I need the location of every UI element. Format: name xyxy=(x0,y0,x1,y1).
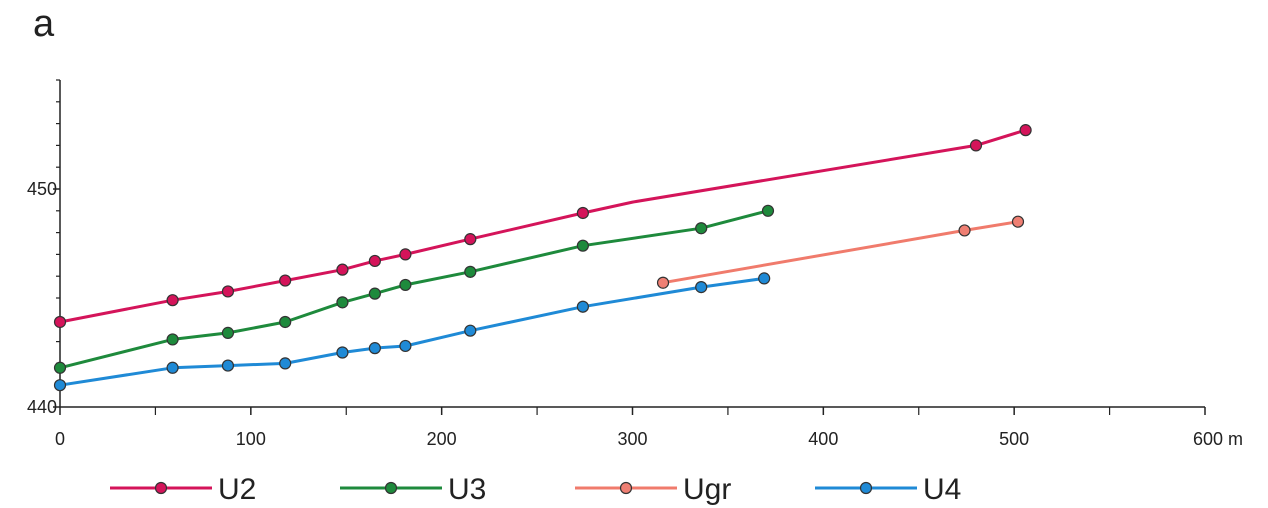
data-point-u2 xyxy=(464,233,477,246)
data-point-u3 xyxy=(761,204,775,217)
data-point-u4 xyxy=(758,272,771,285)
data-point-u4 xyxy=(368,342,381,355)
data-point-ugr xyxy=(656,276,670,289)
y-tick-label: 450 xyxy=(27,179,57,199)
data-point-u4 xyxy=(336,346,349,359)
x-tick-label: 100 xyxy=(236,429,266,449)
x-tick-label: 300 xyxy=(617,429,647,449)
x-tick-label: 0 xyxy=(55,429,65,449)
data-point-u3 xyxy=(695,222,708,235)
legend-marker-u3 xyxy=(384,481,398,495)
series-line-u2 xyxy=(59,128,1027,324)
data-point-u3 xyxy=(576,239,589,252)
data-point-u3 xyxy=(368,287,381,300)
legend: U2 U3 Ugr U4 xyxy=(110,473,961,506)
panel-label: a xyxy=(33,3,55,45)
x-tick-label: 400 xyxy=(808,429,838,449)
data-point-u3 xyxy=(221,326,235,339)
legend-label-u2: U2 xyxy=(218,473,256,506)
data-point-u2 xyxy=(368,254,381,268)
legend-marker-ugr xyxy=(619,481,633,495)
data-point-u3 xyxy=(279,315,292,329)
data-point-u2 xyxy=(279,274,292,287)
data-point-u3 xyxy=(336,296,349,309)
data-point-u4 xyxy=(53,379,67,392)
series-points xyxy=(53,124,1032,392)
data-point-u2 xyxy=(336,263,349,276)
data-point-u4 xyxy=(166,361,179,374)
data-point-u2 xyxy=(399,248,412,261)
data-point-u2 xyxy=(53,315,67,329)
legend-label-u4: U4 xyxy=(923,473,961,506)
x-tick-label: 200 xyxy=(427,429,457,449)
x-tick-label: 500 xyxy=(999,429,1029,449)
data-point-u4 xyxy=(464,324,477,337)
legend-marker-u4 xyxy=(859,481,873,495)
data-point-u4 xyxy=(221,359,235,372)
data-point-u3 xyxy=(464,265,477,278)
data-point-u2 xyxy=(221,285,235,298)
data-point-u2 xyxy=(1019,124,1032,137)
axes: 0 100 200 300 400 500 600 m 440 450 xyxy=(27,79,1243,449)
data-point-u2 xyxy=(576,206,589,220)
series-line-u4 xyxy=(59,276,765,387)
data-point-u2 xyxy=(166,294,179,307)
data-point-u4 xyxy=(576,300,589,313)
data-point-ugr xyxy=(958,224,971,237)
data-point-u4 xyxy=(695,281,708,294)
series-lines xyxy=(59,128,1027,387)
y-tick-label: 440 xyxy=(27,397,57,417)
data-point-u4 xyxy=(399,339,412,353)
data-point-u3 xyxy=(53,361,67,374)
x-tick-label: 600 m xyxy=(1193,429,1243,449)
data-point-ugr xyxy=(1011,215,1025,228)
data-point-u4 xyxy=(279,357,292,370)
data-point-u3 xyxy=(399,278,412,292)
data-point-u3 xyxy=(166,333,179,346)
legend-label-ugr: Ugr xyxy=(683,473,731,506)
legend-marker-u2 xyxy=(154,481,168,495)
legend-label-u3: U3 xyxy=(448,473,486,506)
data-point-u2 xyxy=(969,139,983,152)
